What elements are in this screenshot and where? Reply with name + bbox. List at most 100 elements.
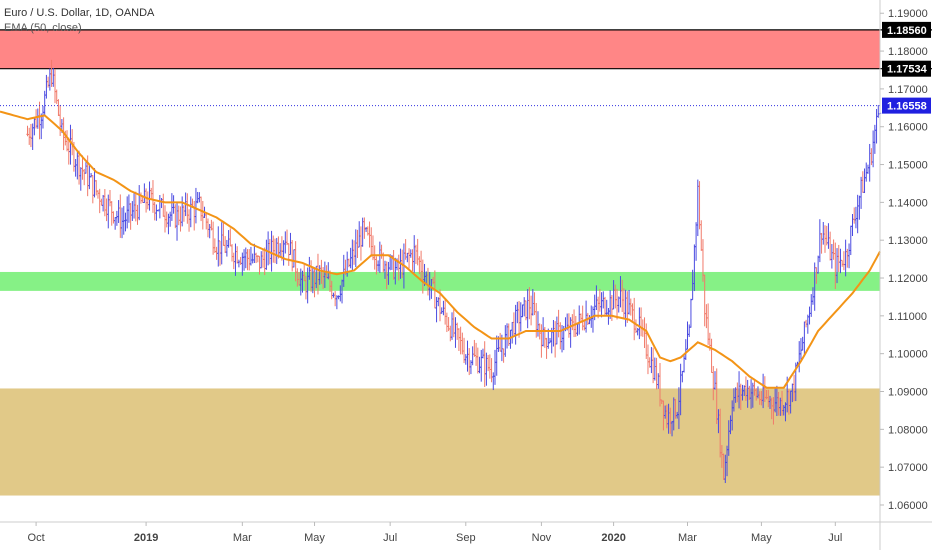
- price-tick-label: 1.11000: [888, 311, 927, 323]
- ohlc-bar: [645, 323, 648, 359]
- ohlc-bar: [129, 202, 132, 230]
- ohlc-bar: [457, 328, 461, 351]
- ohlc-bar: [136, 204, 139, 225]
- ohlc-bar: [473, 339, 476, 357]
- ohlc-bar: [490, 358, 493, 383]
- ohlc-bar: [38, 101, 41, 140]
- ohlc-bar: [208, 224, 211, 239]
- ohlc-bar: [476, 347, 480, 374]
- ohlc-bar: [847, 243, 851, 269]
- ohlc-bar: [378, 241, 382, 273]
- ohlc-bar: [230, 244, 234, 262]
- ohlc-bar: [871, 130, 875, 168]
- ohlc-bar: [631, 303, 634, 321]
- time-tick-label: Sep: [456, 532, 476, 544]
- price-badge: [882, 97, 931, 114]
- ohlc-bar: [804, 319, 808, 328]
- ohlc-bar: [158, 195, 162, 219]
- time-tick-label: Nov: [532, 532, 552, 544]
- ohlc-bar: [220, 222, 223, 265]
- ohlc-bar: [516, 301, 519, 324]
- symbol-title[interactable]: Euro / U.S. Dollar, 1D, OANDA: [4, 7, 155, 19]
- ohlc-bar: [124, 212, 127, 232]
- indicator-label[interactable]: EMA (50, close): [4, 22, 82, 34]
- ohlc-bar: [175, 202, 179, 241]
- price-tick-label: 1.08000: [888, 424, 928, 436]
- ohlc-bar: [840, 259, 844, 267]
- ohlc-bar: [622, 288, 626, 320]
- ohlc-bar: [199, 196, 203, 222]
- ohlc-bar: [798, 341, 801, 373]
- ohlc-bar: [529, 295, 533, 326]
- ohlc-bar: [572, 309, 576, 338]
- ohlc-bar: [273, 238, 277, 264]
- ohlc-bar: [33, 118, 36, 136]
- ohlc-bar: [681, 370, 684, 383]
- ohlc-bar: [113, 217, 117, 230]
- ohlc-bar: [492, 372, 495, 391]
- ohlc-bar: [454, 317, 457, 348]
- time-tick-label: 2019: [134, 532, 158, 544]
- ohlc-bar: [143, 183, 146, 204]
- ohlc-bar: [146, 191, 150, 210]
- ohlc-bar: [808, 306, 811, 325]
- price-tick-label: 1.18000: [888, 46, 928, 58]
- ohlc-bar: [222, 221, 225, 246]
- ohlc-bar: [486, 354, 490, 372]
- ohlc-bar: [48, 68, 52, 91]
- ohlc-bar: [251, 253, 254, 264]
- ohlc-bar: [237, 259, 241, 268]
- ohlc-bar: [359, 226, 363, 261]
- ohlc-bar: [480, 349, 483, 382]
- ohlc-bar: [528, 287, 531, 320]
- price-tick-label: 1.10000: [888, 349, 928, 361]
- ohlc-bar: [478, 356, 481, 374]
- ohlc-bar: [509, 329, 512, 349]
- ohlc-bar: [688, 324, 691, 337]
- ohlc-bar: [443, 298, 447, 325]
- ohlc-bar: [364, 226, 368, 233]
- ohlc-bar: [854, 206, 858, 229]
- ohlc-bar: [153, 201, 156, 221]
- ohlc-bar: [823, 225, 827, 253]
- zone-middle: [0, 271, 880, 291]
- ohlc-bar: [289, 232, 292, 256]
- ohlc-bar: [57, 99, 60, 116]
- ohlc-bar: [822, 222, 825, 245]
- ohlc-bar: [846, 248, 849, 268]
- ohlc-bar: [507, 323, 510, 346]
- ohlc-bar: [414, 244, 418, 264]
- ohlc-bar: [285, 229, 289, 246]
- time-tick-label: May: [751, 532, 772, 544]
- ohlc-bar: [810, 294, 813, 317]
- ohlc-bar: [335, 295, 339, 310]
- ohlc-bar: [510, 321, 514, 344]
- ohlc-bar: [471, 346, 474, 366]
- ohlc-bar: [493, 349, 497, 385]
- ohlc-bar: [266, 231, 270, 266]
- ohlc-bar: [608, 290, 612, 319]
- ohlc-bar: [578, 305, 581, 335]
- ohlc-bar: [368, 221, 371, 248]
- ema-line-layer: [0, 110, 881, 389]
- ohlc-bar: [58, 104, 62, 136]
- ohlc-bar: [234, 243, 237, 276]
- ohlc-bar: [119, 194, 122, 238]
- ohlc-bar: [95, 180, 98, 196]
- ohlc-bar: [411, 249, 414, 272]
- ohlc-bar: [206, 218, 210, 238]
- ohlc-bar: [440, 307, 443, 314]
- zones-layer: [0, 29, 932, 496]
- ohlc-bar: [53, 69, 57, 104]
- ohlc-bar: [186, 193, 189, 224]
- ohlc-bar: [213, 238, 217, 253]
- ohlc-bar: [624, 289, 627, 327]
- ohlc-bar: [248, 249, 251, 271]
- ohlc-bar: [694, 222, 698, 261]
- ohlc-bar: [801, 336, 804, 351]
- ohlc-bar: [610, 295, 614, 321]
- price-badge-label: 1.16558: [887, 101, 927, 113]
- ohlc-bar: [858, 195, 861, 220]
